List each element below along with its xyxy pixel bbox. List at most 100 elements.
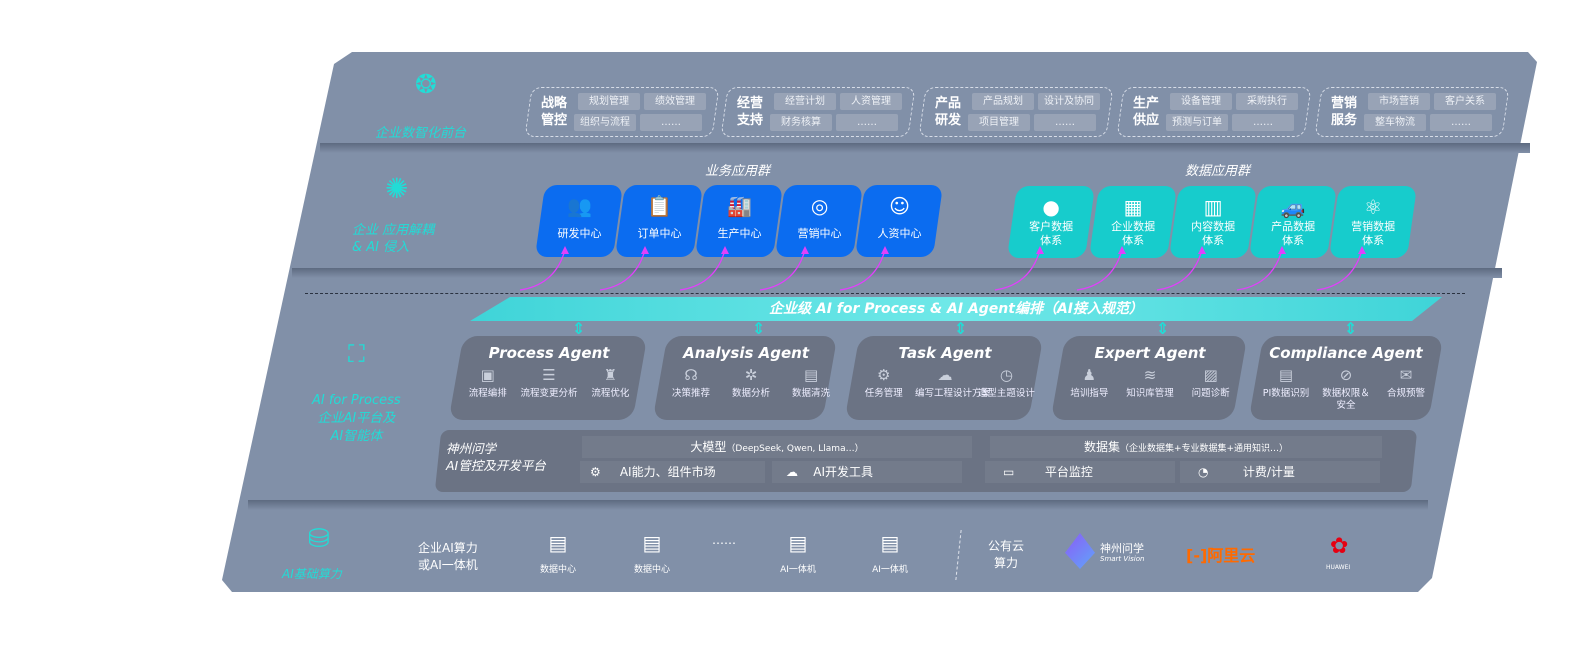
front-chip[interactable]: 设计及协同: [1038, 93, 1100, 110]
network-node-icon: ✺: [385, 172, 409, 205]
orchestration-banner: [470, 297, 1442, 321]
smartvision-sub: Smart Vision: [1100, 555, 1145, 563]
connector-arrowhead: [721, 246, 729, 254]
front-chip[interactable]: 市场营销: [1368, 93, 1430, 110]
private-compute-label: 企业AI算力 或AI一体机: [418, 541, 478, 572]
capability-icon: ✉: [1399, 366, 1413, 384]
capability-label: 知识库管理: [1126, 388, 1174, 399]
front-chip[interactable]: 组织与流程: [574, 114, 636, 131]
capability-label: 问题诊断: [1191, 388, 1230, 399]
front-chip[interactable]: 绩效管理: [644, 93, 706, 110]
billing-cell[interactable]: ◔ 计费/计量: [1180, 461, 1380, 483]
face-scan-icon: ⛶: [348, 340, 365, 368]
front-chip[interactable]: 预测与订单: [1166, 114, 1228, 131]
server-item: ▤ 数据中心: [528, 530, 588, 575]
front-chip[interactable]: 整车物流: [1364, 114, 1426, 131]
capability-icon: ✲: [744, 366, 758, 384]
capability-label: 编写工程设计方案: [915, 388, 992, 399]
connector-arrowhead: [561, 246, 569, 254]
front-chip[interactable]: ……: [1034, 114, 1096, 131]
divider: [248, 500, 1428, 510]
devtools-icon: ☁: [786, 465, 798, 479]
capability-label: PI数据识别: [1262, 388, 1310, 399]
dataset-note: （企业数据集+专业数据集+通用知识…）: [1119, 444, 1289, 454]
monitor-icon: ▭: [1003, 465, 1015, 479]
agent-name: Expert Agent: [1094, 344, 1206, 362]
capability-icon: ⊘: [1339, 366, 1353, 384]
front-chip[interactable]: 人资管理: [840, 93, 902, 110]
front-chip[interactable]: ……: [640, 114, 702, 131]
capability-icon: ◷: [999, 366, 1013, 384]
bidirectional-arrow-icon: ⇕: [1156, 319, 1170, 338]
capability-icon: ▣: [480, 366, 495, 384]
layer-label-app: 企业 应用解耦 & AI 侵入: [352, 223, 435, 255]
devtools-label: AI开发工具: [813, 465, 874, 479]
connector-curve: [1076, 249, 1123, 291]
connector-curve: [519, 249, 566, 291]
agent-name: Analysis Agent: [683, 344, 810, 362]
server-icon: ▤: [880, 531, 900, 555]
connector-curve: [994, 249, 1041, 291]
capability-icon: ☁: [937, 366, 953, 384]
bidirectional-arrow-icon: ⇕: [752, 319, 766, 338]
capability-label: 造型主题设计: [977, 388, 1035, 399]
front-chip[interactable]: 规划管理: [578, 93, 640, 110]
capability-icon: ♜: [603, 366, 618, 384]
agent-card[interactable]: Analysis Agent ☊ 决策推荐 ✲ 数据分析 ▤ 数据清洗: [652, 336, 838, 420]
front-chip[interactable]: ……: [836, 114, 898, 131]
front-chip[interactable]: 设备管理: [1170, 93, 1232, 110]
agent-card[interactable]: Expert Agent ♟ 培训指导 ≋ 知识库管理 ▨ 问题诊断: [1050, 336, 1248, 420]
front-chip[interactable]: 项目管理: [968, 114, 1030, 131]
front-chip[interactable]: 财务核算: [770, 114, 832, 131]
devtools-cell[interactable]: ☁ AI开发工具: [772, 461, 962, 483]
server-item: ▤ AI一体机: [860, 530, 920, 575]
dataset-label: 数据集: [1083, 440, 1120, 454]
database-icon: ⛁: [308, 524, 330, 554]
capability-icon: ⚙: [876, 366, 891, 384]
front-chip[interactable]: 采购执行: [1236, 93, 1298, 110]
capability-icon: ♟: [1082, 366, 1097, 384]
market-label: AI能力、组件市场: [619, 465, 716, 479]
connector-arrowhead: [881, 246, 889, 254]
agent-card[interactable]: Compliance Agent ▤ PI数据识别 ⊘ 数据权限＆ 安全 ✉ 合规预警: [1248, 336, 1444, 420]
front-chip[interactable]: 经营计划: [774, 93, 836, 110]
divider: [320, 143, 1530, 153]
connector-curve: [1236, 249, 1283, 291]
public-cloud-label: 公有云 算力: [988, 539, 1025, 570]
capability-label: 合规预警: [1386, 388, 1425, 399]
connector-curve: [1156, 249, 1203, 291]
capability-label: 流程编排: [468, 388, 507, 399]
connector-curve: [599, 249, 646, 291]
front-chip[interactable]: 产品规划: [972, 93, 1034, 110]
capability-icon: ☊: [684, 366, 698, 384]
capability-icon: ☰: [542, 366, 556, 384]
connector-arrowhead: [1358, 246, 1366, 254]
gauge-icon: ◔: [1198, 465, 1209, 479]
aliyun-logo: [-]阿里云: [1186, 546, 1256, 565]
server-label: 数据中心: [633, 565, 670, 575]
connector-curve: [839, 249, 886, 291]
monitor-cell[interactable]: ▭ 平台监控: [985, 461, 1175, 483]
capability-label: 数据分析: [732, 388, 771, 399]
front-chip[interactable]: ……: [1232, 114, 1294, 131]
layer-label-front: 企业数智化前台: [375, 126, 467, 141]
agent-card[interactable]: Process Agent ▣ 流程编排 ☰ 流程变更分析 ♜ 流程优化: [448, 336, 648, 420]
llm-note: （DeepSeek, Qwen, Llama…）: [726, 444, 864, 454]
capability-icon: ▤: [1278, 366, 1294, 384]
front-chip[interactable]: ……: [1430, 114, 1492, 131]
layer-label-ai: AI for Process 企业AI平台及 AI智能体: [312, 393, 401, 444]
capability-label: 流程变更分析: [520, 388, 578, 399]
market-cell[interactable]: ⚙ AI能力、组件市场: [580, 461, 765, 483]
bidirectional-arrow-icon: ⇕: [954, 319, 968, 338]
huawei-logo: ✿: [1330, 534, 1349, 559]
business-apps-title: 业务应用群: [705, 164, 771, 179]
front-chip[interactable]: 客户关系: [1434, 93, 1496, 110]
capability-label: 任务管理: [864, 388, 903, 399]
platform-title: 神州问学 AI管控及开发平台: [446, 441, 546, 473]
agent-card[interactable]: Task Agent ⚙ 任务管理 ☁ 编写工程设计方案 ◷ 造型主题设计: [844, 336, 1044, 420]
server-label: AI一体机: [872, 565, 908, 575]
smartvision-name: 神州问学: [1100, 542, 1144, 555]
brain-icon: ❂: [415, 70, 437, 100]
llm-row: 大模型（DeepSeek, Qwen, Llama…）: [582, 436, 972, 458]
dataset-row: 数据集（企业数据集+专业数据集+通用知识…）: [990, 436, 1382, 458]
